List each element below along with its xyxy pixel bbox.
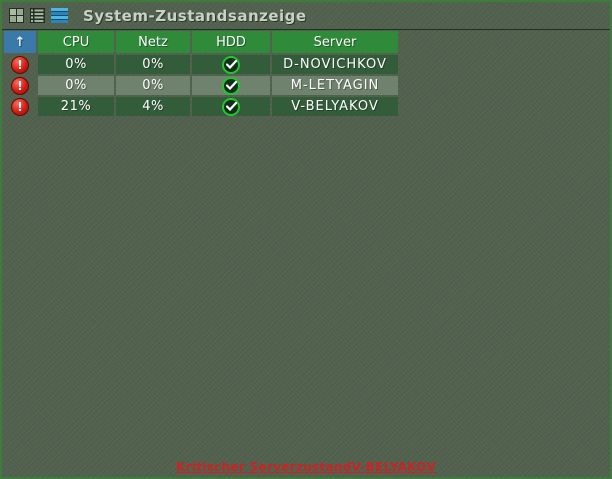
server-name-cell: D-NOVICHKOV [272,55,398,74]
hdd-ok-check-icon [222,55,240,74]
column-header-server[interactable]: Server [272,31,398,53]
critical-alert-icon: ! [11,55,29,74]
hdd-ok-check-icon [222,76,240,95]
sort-ascending-icon: ↑ [14,34,26,50]
hdd-status-cell [192,76,270,95]
row-status-cell: ! [4,55,36,74]
row-status-cell: ! [4,97,36,116]
cpu-value-cell: 0% [38,76,114,95]
column-header-netz[interactable]: Netz [116,31,190,53]
critical-alert-icon: ! [11,97,29,116]
server-name-cell: M-LETYAGIN [272,76,398,95]
cpu-value-cell: 21% [38,97,114,116]
title-bar: System-Zustandsanzeige [2,2,610,30]
critical-server-alert-text: Kritischer ServerzustandV-BELYAKOV [176,460,436,474]
grid-view-icon[interactable] [9,8,24,23]
detail-view-icon[interactable] [51,8,68,23]
server-name-cell: V-BELYAKOV [272,97,398,116]
column-header-cpu[interactable]: CPU [38,31,114,53]
row-status-cell: ! [4,76,36,95]
window-title: System-Zustandsanzeige [83,6,307,25]
netz-value-cell: 0% [116,76,190,95]
sort-column-header[interactable]: ↑ [4,31,36,53]
column-header-hdd[interactable]: HDD [192,31,270,53]
netz-value-cell: 0% [116,55,190,74]
hdd-status-cell [192,97,270,116]
cpu-value-cell: 0% [38,55,114,74]
netz-value-cell: 4% [116,97,190,116]
critical-alert-icon: ! [11,76,29,95]
hdd-ok-check-icon [222,97,240,116]
list-view-icon[interactable] [30,8,45,23]
hdd-status-cell [192,55,270,74]
server-status-table: ↑ CPU Netz HDD Server ! 0% 0% D-NOVICHKO… [4,31,398,116]
